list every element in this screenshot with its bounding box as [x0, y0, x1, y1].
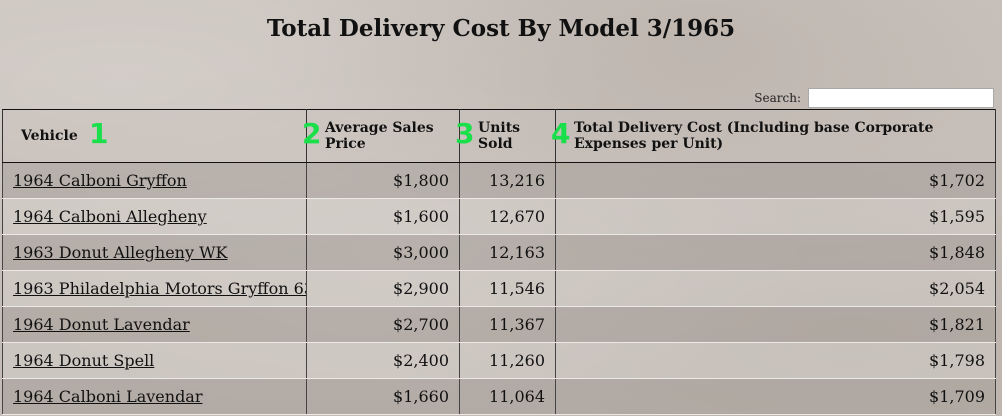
price-cell: $3,000 — [306, 234, 460, 271]
cost-cell: $1,798 — [555, 342, 996, 379]
units-cell: 11,064 — [459, 378, 556, 415]
cost-cell: $1,709 — [555, 378, 996, 415]
price-cell: $1,800 — [306, 162, 460, 199]
vehicle-cell: 1964 Donut Lavendar — [2, 306, 307, 343]
table-header-row: Vehicle 1 2 Average Sales Price 3 Units … — [2, 109, 996, 163]
units-cell: 12,163 — [459, 234, 556, 271]
column-header-units-sold[interactable]: 3 Units Sold — [455, 109, 556, 163]
table-row: 1964 Calboni Gryffon $1,800 13,216 $1,70… — [2, 162, 996, 199]
cost-cell: $1,848 — [555, 234, 996, 271]
vehicle-cell: 1963 Donut Allegheny WK — [2, 234, 307, 271]
search-label: Search: — [754, 91, 801, 105]
cost-cell: $2,054 — [555, 270, 996, 307]
cost-cell: $1,595 — [555, 198, 996, 235]
cost-cell: $1,821 — [555, 306, 996, 343]
column-header-vehicle[interactable]: Vehicle 1 — [2, 109, 307, 163]
cost-cell: $1,702 — [555, 162, 996, 199]
price-cell: $1,660 — [306, 378, 460, 415]
column-marker: 2 — [302, 117, 322, 150]
table-row: 1964 Calboni Allegheny $1,600 12,670 $1,… — [2, 198, 996, 235]
column-marker: 4 — [551, 117, 571, 150]
table-row: 1964 Donut Spell $2,400 11,260 $1,798 — [2, 342, 996, 379]
column-header-average-sales-price[interactable]: 2 Average Sales Price — [302, 109, 460, 163]
units-cell: 11,367 — [459, 306, 556, 343]
price-cell: $2,900 — [306, 270, 460, 307]
price-cell: $2,700 — [306, 306, 460, 343]
table-row: 1964 Donut Lavendar $2,700 11,367 $1,821 — [2, 306, 996, 343]
units-cell: 11,546 — [459, 270, 556, 307]
price-cell: $1,600 — [306, 198, 460, 235]
vehicle-link[interactable]: 1963 Philadelphia Motors Gryffon 63 — [13, 279, 307, 298]
column-header-total-delivery-cost[interactable]: 4 Total Delivery Cost (Including base Co… — [551, 109, 996, 163]
column-marker: 3 — [455, 117, 475, 150]
vehicle-link[interactable]: 1964 Donut Spell — [13, 351, 155, 370]
units-cell: 13,216 — [459, 162, 556, 199]
vehicle-cell: 1964 Donut Spell — [2, 342, 307, 379]
page-title: Total Delivery Cost By Model 3/1965 — [266, 15, 736, 42]
column-marker: 1 — [89, 117, 109, 150]
vehicle-link[interactable]: 1964 Calboni Lavendar — [13, 387, 203, 406]
delivery-cost-table: Vehicle 1 2 Average Sales Price 3 Units … — [2, 109, 996, 415]
search-input[interactable] — [808, 88, 994, 108]
vehicle-cell: 1964 Calboni Allegheny — [2, 198, 307, 235]
column-header-label: Units Sold — [478, 120, 521, 152]
table-row: 1963 Philadelphia Motors Gryffon 63 $2,9… — [2, 270, 996, 307]
units-cell: 12,670 — [459, 198, 556, 235]
table-row: 1963 Donut Allegheny WK $3,000 12,163 $1… — [2, 234, 996, 271]
vehicle-link[interactable]: 1963 Donut Allegheny WK — [13, 243, 228, 262]
vehicle-link[interactable]: 1964 Donut Lavendar — [13, 315, 190, 334]
column-header-label: Vehicle — [21, 128, 78, 144]
vehicle-cell: 1964 Calboni Gryffon — [2, 162, 307, 199]
units-cell: 11,260 — [459, 342, 556, 379]
search-bar: Search: — [754, 88, 994, 108]
vehicle-link[interactable]: 1964 Calboni Gryffon — [13, 171, 187, 190]
price-cell: $2,400 — [306, 342, 460, 379]
column-header-label: Total Delivery Cost (Including base Corp… — [574, 120, 934, 152]
vehicle-cell: 1964 Calboni Lavendar — [2, 378, 307, 415]
vehicle-link[interactable]: 1964 Calboni Allegheny — [13, 207, 207, 226]
column-header-label: Average Sales Price — [325, 120, 434, 152]
vehicle-cell: 1963 Philadelphia Motors Gryffon 63 — [2, 270, 307, 307]
table-row: 1964 Calboni Lavendar $1,660 11,064 $1,7… — [2, 378, 996, 415]
